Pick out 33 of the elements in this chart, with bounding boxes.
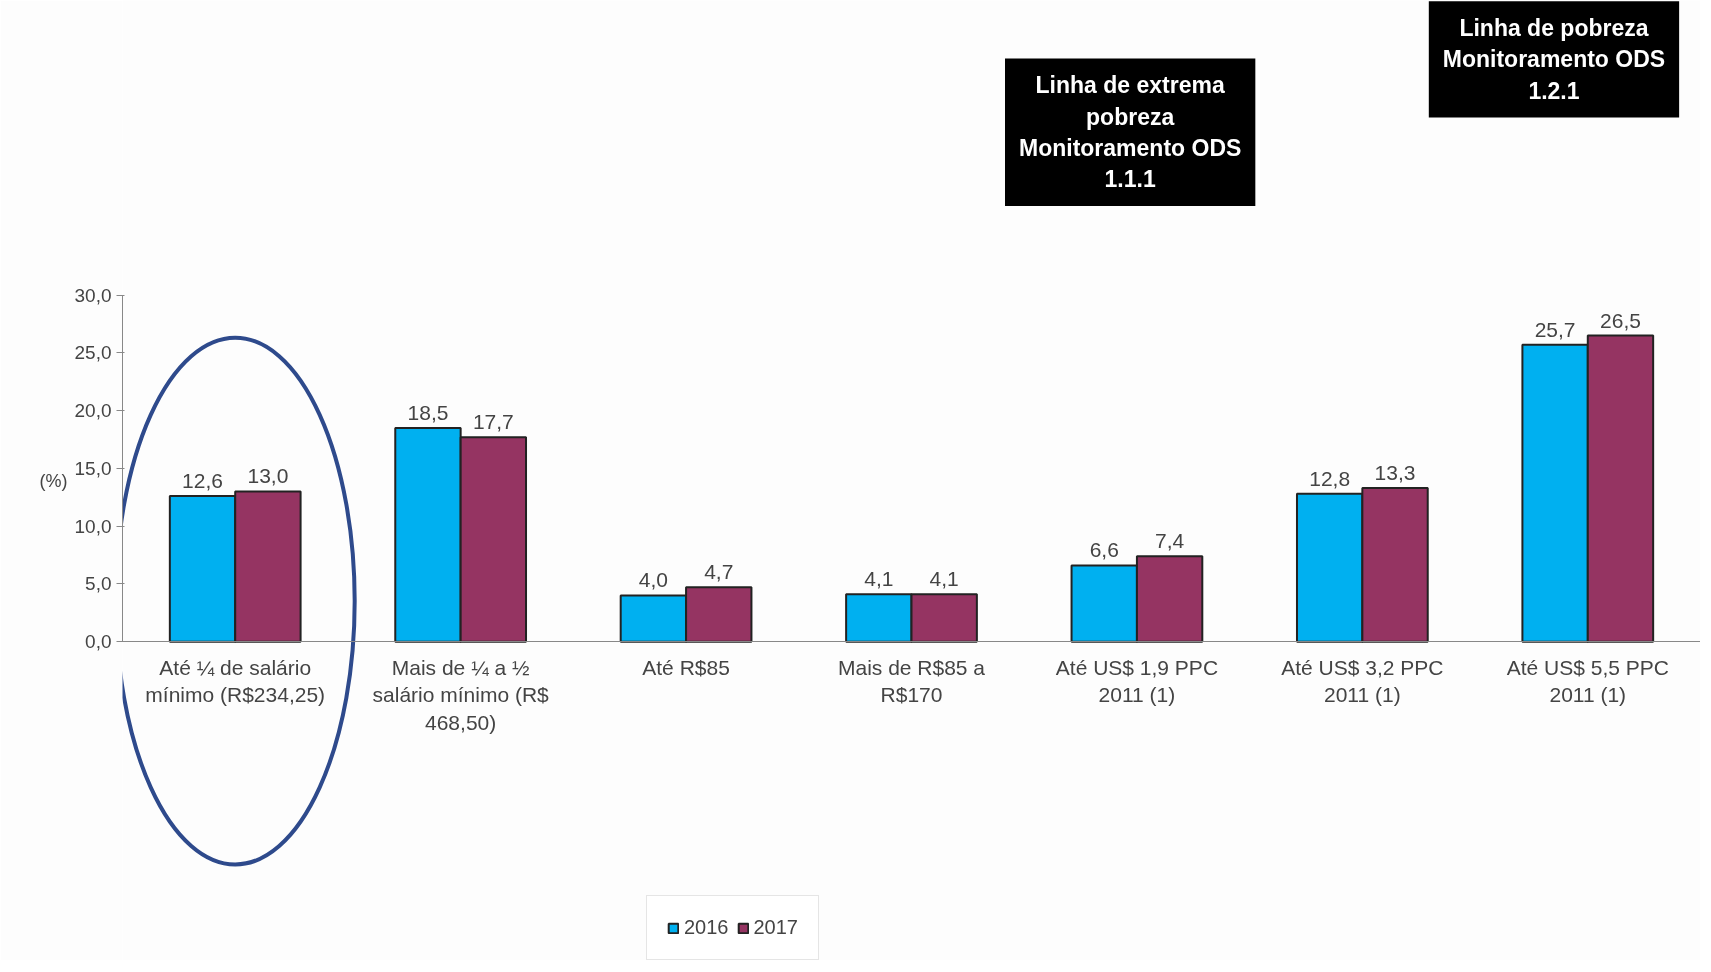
x-tick-label: Até R$85: [642, 655, 730, 679]
y-tick-label: 25,0: [74, 342, 112, 364]
data-label: 13,3: [1374, 461, 1416, 485]
y-tick-label: 30,0: [74, 284, 112, 306]
y-tick-label: 10,0: [74, 515, 112, 537]
y-axis-title: (%): [39, 470, 68, 491]
y-tick-label: 15,0: [74, 457, 112, 479]
data-label: 13,0: [247, 464, 289, 488]
text: Linha de extrema pobreza Monitoramento ODS 1.1.1: [1019, 72, 1242, 192]
data-label: 7,4: [1155, 529, 1185, 553]
legend-label: 2016: [684, 916, 729, 939]
y-tick-label: 5,0: [85, 573, 112, 595]
data-label: 4,0: [638, 568, 668, 592]
data-label: 17,7: [472, 410, 514, 434]
data-label: 26,5: [1600, 308, 1641, 332]
y-tick-label: 20,0: [74, 400, 112, 422]
data-label: 12,8: [1309, 466, 1351, 490]
text: Linha de pobreza Monitoramento ODS 1.2.1: [1442, 15, 1666, 104]
data-label: 6,6: [1089, 538, 1119, 562]
data-label: 4,1: [864, 567, 894, 591]
x-tick-label: Até ¼ de salário mínimo (R$234,25): [145, 655, 326, 707]
data-label: 4,7: [704, 560, 734, 584]
x-tick-label: Até US$ 3,2 PPC 2011 (1): [1281, 655, 1444, 707]
x-tick-label: Mais de R$85 a R$170: [837, 655, 986, 707]
x-tick-label: Até US$ 1,9 PPC 2011 (1): [1055, 655, 1219, 707]
data-label: 12,6: [182, 469, 223, 493]
x-tick-label: Mais de ¼ a ½ salário mínimo (R$ 468,50): [372, 655, 550, 734]
x-tick-label: Até US$ 5,5 PPC 2011 (1): [1506, 655, 1669, 707]
data-label: 4,1: [929, 567, 959, 591]
data-label: 25,7: [1534, 317, 1576, 341]
y-tick-label: 0,0: [85, 631, 112, 653]
data-label: 18,5: [407, 400, 449, 424]
legend-label: 2017: [753, 916, 798, 939]
